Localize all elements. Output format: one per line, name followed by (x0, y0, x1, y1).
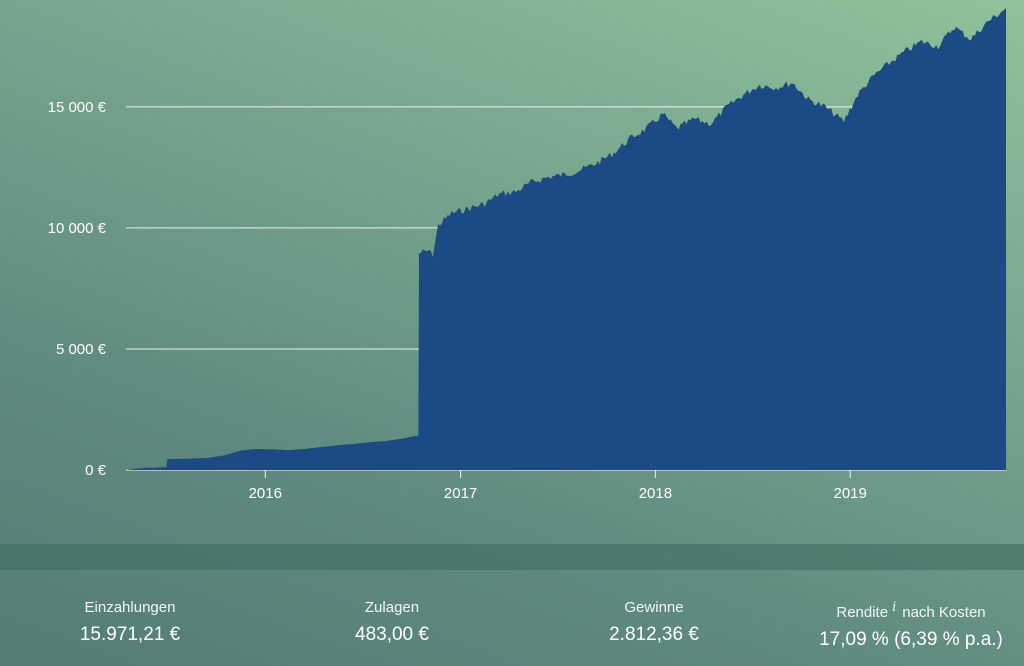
stat-label: Gewinne (624, 599, 684, 616)
summary-stats: Einzahlungen 15.971,21 € Zulagen 483,00 … (0, 590, 1024, 660)
stat-value: 17,09 % (6,39 % p.a.) (819, 629, 1003, 650)
stat-value: 2.812,36 € (609, 624, 699, 645)
stat-einzahlungen: Einzahlungen 15.971,21 € (60, 598, 200, 648)
x-tick-label: 2018 (639, 485, 672, 502)
stat-gewinne: Gewinne 2.812,36 € (584, 598, 724, 648)
stat-label: Zulagen (364, 599, 420, 616)
info-icon[interactable]: i (892, 600, 897, 615)
portfolio-value-area (126, 7, 1006, 470)
divider-band (0, 544, 1024, 570)
x-tick-label: 2017 (444, 485, 477, 502)
portfolio-chart: 0 €5 000 €10 000 €15 000 € 2016 2017 2018 2… (48, 7, 1006, 502)
x-tick-label: 2019 (833, 485, 866, 502)
y-tick-label: 5 000 € (56, 341, 107, 358)
stat-value: 15.971,21 € (79, 624, 181, 645)
stat-label: Rendite i nach Kosten (806, 598, 1016, 623)
x-tick-label: 2016 (249, 485, 282, 502)
y-tick-label: 15 000 € (48, 99, 107, 116)
x-axis-ticks: 2016 2017 2018 2019 (249, 470, 867, 502)
y-axis-ticks: 0 € 5 000 € 10 000 € 15 000 € (48, 99, 107, 479)
y-tick-label: 0 € (85, 462, 107, 479)
rendite-label-suffix: nach Kosten (902, 604, 986, 621)
stat-value: 483,00 € (355, 624, 429, 645)
stat-zulagen: Zulagen 483,00 € (322, 598, 462, 648)
stat-label: Einzahlungen (84, 599, 176, 616)
rendite-label: Rendite (836, 604, 889, 621)
stat-rendite: Rendite i nach Kosten 17,09 % (6,39 % p.a.… (806, 598, 1016, 653)
y-tick-label: 10 000 € (48, 220, 107, 237)
